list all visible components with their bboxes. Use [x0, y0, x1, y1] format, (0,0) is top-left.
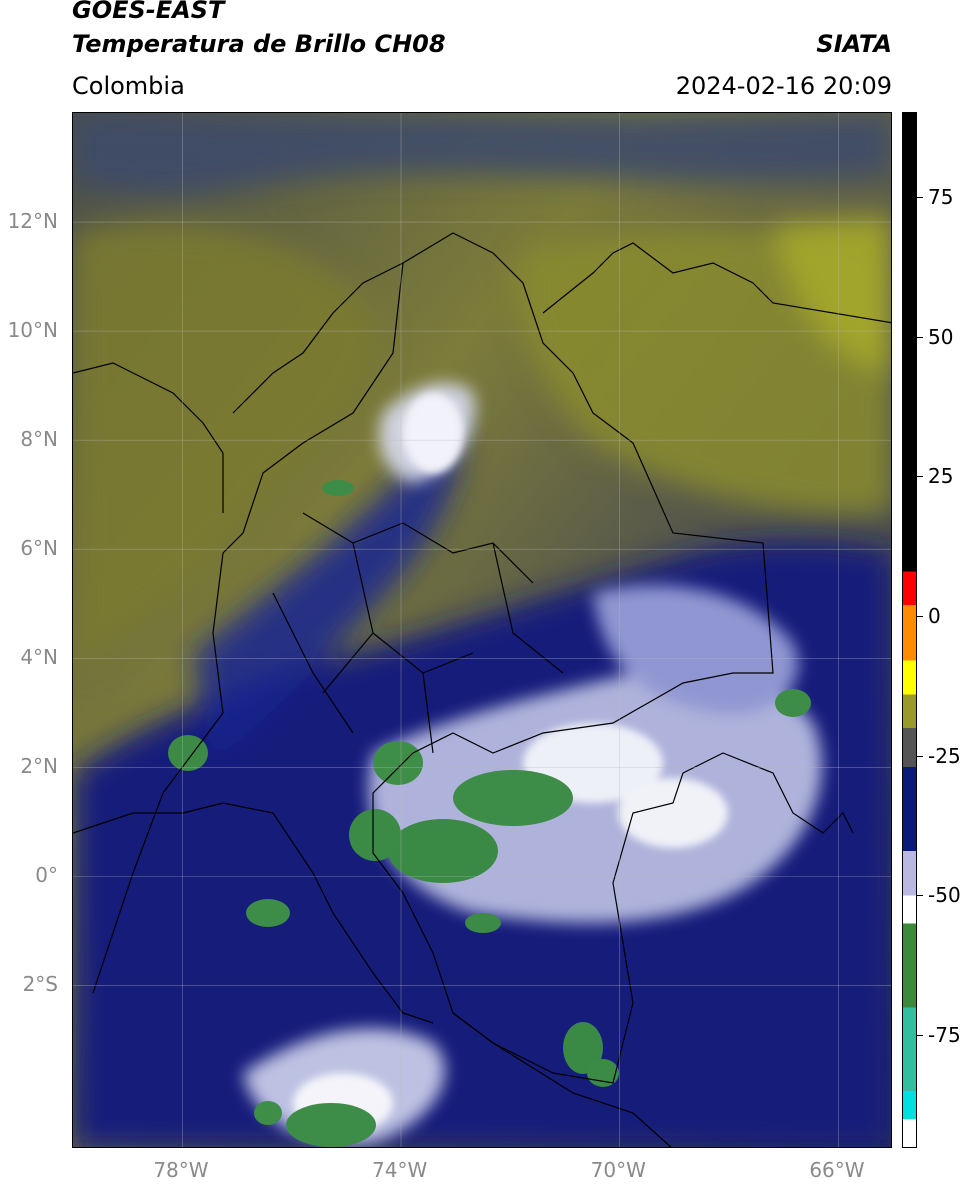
yellow-patch-northeast [773, 213, 891, 373]
convective-core-3 [349, 809, 401, 861]
colorbar-tick-mark [917, 895, 923, 897]
convective-core-10 [286, 1103, 376, 1147]
coast-pacific [92, 552, 224, 994]
convective-core-8 [563, 1022, 603, 1074]
olive-haze-northeast [517, 227, 891, 515]
y-tick-label: 6°N [20, 536, 58, 561]
white-core-3 [618, 778, 728, 848]
satellite-image [73, 113, 891, 1147]
x-tick-label: 66°W [809, 1158, 865, 1182]
border-venezuela [542, 242, 891, 324]
agency-label: SIATA [816, 30, 892, 58]
colorbar-tick-label: 0 [928, 604, 941, 629]
convective-core-5 [168, 735, 208, 771]
colorbar-tick-label: 75 [928, 184, 954, 209]
navy-diagonal-band [193, 413, 461, 763]
y-tick-label: 10°N [7, 318, 58, 343]
convective-core-7 [775, 689, 811, 717]
colorbar-tick-mark [917, 1035, 923, 1037]
convective-core-4 [373, 741, 423, 785]
satellite-title: GOES-EAST [72, 0, 225, 24]
colorbar-tick-label: 50 [928, 324, 954, 349]
colorbar-tick-label: 25 [928, 464, 954, 489]
gray-band-north [73, 113, 891, 195]
colorbar-tick-mark [917, 616, 923, 618]
colorbar-tick-label: -75 [928, 1023, 961, 1048]
border-ecuador [73, 802, 434, 1024]
cloud-mass-east [593, 585, 799, 715]
colorbar-tick-label: -25 [928, 743, 961, 768]
convective-core-9 [587, 1059, 619, 1087]
olive-haze-west [73, 222, 380, 673]
white-core-1 [403, 393, 463, 473]
y-tick-label: 2°S [22, 972, 58, 997]
border-colombia [222, 232, 854, 1084]
colorbar-tick-label: -50 [928, 883, 961, 908]
colorbar-tick-mark [917, 196, 923, 198]
convective-core-13 [465, 913, 501, 933]
region-label: Colombia [72, 72, 185, 100]
map-grid [73, 113, 891, 1147]
convective-core-2 [388, 819, 498, 883]
x-tick-label: 70°W [590, 1158, 646, 1182]
convective-core-1 [453, 770, 573, 826]
y-tick-label: 8°N [20, 427, 58, 452]
product-title: Temperatura de Brillo CH08 [72, 30, 446, 58]
x-tick-label: 78°W [153, 1158, 209, 1182]
internal-depts [272, 512, 564, 754]
coast-caribbean [232, 262, 404, 414]
y-tick-label: 2°N [20, 754, 58, 779]
border-peru-brazil [452, 1012, 672, 1147]
colorbar-tick-mark [917, 476, 923, 478]
colorbar [902, 112, 917, 1148]
x-tick-label: 74°W [372, 1158, 428, 1182]
convective-core-12 [322, 480, 354, 496]
convective-core-6 [246, 899, 290, 927]
y-tick-label: 0° [35, 863, 58, 888]
y-tick-label: 12°N [7, 209, 58, 234]
convective-core-11 [254, 1101, 282, 1125]
colorbar-gradient [903, 113, 916, 1147]
y-tick-label: 4°N [20, 645, 58, 670]
map-panel[interactable] [72, 112, 892, 1148]
border-panama [73, 362, 224, 513]
colorbar-tick-mark [917, 336, 923, 338]
colorbar-fill [903, 113, 916, 1147]
timestamp-label: 2024-02-16 20:09 [675, 72, 892, 100]
colorbar-tick-mark [917, 755, 923, 757]
